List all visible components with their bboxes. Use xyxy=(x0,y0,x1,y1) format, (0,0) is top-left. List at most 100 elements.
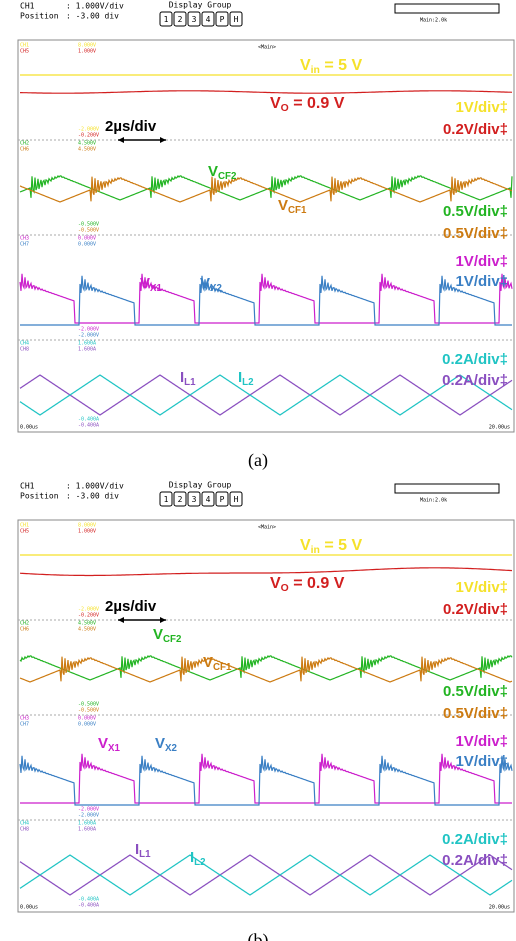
channel-bottom: -0.500V xyxy=(78,708,99,714)
vo-label-sub: O xyxy=(281,583,289,594)
channel-tag: CH7 xyxy=(20,722,29,728)
display-group: Display Group xyxy=(169,1,232,10)
vertical-scale: 0.2A/div‡ xyxy=(442,351,508,368)
channel-top: 4.500V xyxy=(78,627,96,633)
vcf1-label-base: V xyxy=(278,197,288,214)
vcf2-label-sub: CF2 xyxy=(163,634,182,645)
figure: CH1 : 1.000V/div Position : -3.00 div Displa… xyxy=(0,0,516,941)
vo-label-tail: = 0.9 V xyxy=(289,575,345,592)
group-button-label: 1 xyxy=(164,495,169,504)
time-end: 20.00us xyxy=(489,905,510,911)
vertical-scale: 0.2A/div‡ xyxy=(442,372,508,389)
timebase: 2µs/div xyxy=(105,118,157,135)
vin-label-tail: = 5 V xyxy=(320,57,363,74)
vx1-label-sub: X1 xyxy=(150,283,163,294)
vx1-label-base: V xyxy=(98,735,108,752)
vin-label-tail: = 5 V xyxy=(320,537,363,554)
zoom: Main:2.0k xyxy=(420,498,447,504)
channel-bottom: -0.200V xyxy=(78,133,99,139)
group-button-label: 3 xyxy=(192,15,197,24)
vcf2-label-sub: CF2 xyxy=(218,171,237,182)
vertical-scale: 0.2A/div‡ xyxy=(442,852,508,869)
caption: (b) xyxy=(248,930,269,941)
channel-bottom: -0.200V xyxy=(78,613,99,619)
vin-label-base: V xyxy=(300,537,311,554)
vcf2-label-base: V xyxy=(153,626,163,643)
position: Position xyxy=(20,12,59,21)
main: <Main> xyxy=(258,45,276,51)
vin-label-sub: in xyxy=(311,65,320,76)
channel: CH1 xyxy=(20,482,35,491)
vcf1-label-sub: CF1 xyxy=(288,205,307,216)
zoom-box xyxy=(395,4,499,13)
group-button-label: 4 xyxy=(206,15,211,24)
zoom-box xyxy=(395,484,499,493)
vertical-scale: 0.5V/div‡ xyxy=(443,683,508,700)
vin-label: Vin = 5 V xyxy=(300,57,362,76)
vertical-scale: 0.2A/div‡ xyxy=(442,831,508,848)
time-start: 0.00us xyxy=(20,905,38,911)
group-button-label: 2 xyxy=(178,495,183,504)
channel-top: 1.000V xyxy=(78,49,96,55)
il1-label-sub: L1 xyxy=(184,377,196,388)
group-button-label: P xyxy=(220,15,225,24)
caption: (a) xyxy=(248,450,268,471)
vin-label-base: V xyxy=(300,57,311,74)
scale: : 1.000V/div xyxy=(66,2,124,11)
channel-tag: CH6 xyxy=(20,147,29,153)
vcf2-label-base: V xyxy=(208,163,218,180)
time-end: 20.00us xyxy=(489,425,510,431)
vertical-scale: 1V/div‡ xyxy=(455,753,508,770)
vertical-scale: 1V/div‡ xyxy=(455,253,508,270)
channel-tag: CH6 xyxy=(20,627,29,633)
vo-label-sub: O xyxy=(281,103,289,114)
group-button-label: 3 xyxy=(192,495,197,504)
channel-tag: CH7 xyxy=(20,242,29,248)
zoom: Main:2.0k xyxy=(420,18,447,24)
vx2-label-base: V xyxy=(200,275,210,292)
vertical-scale: 1V/div‡ xyxy=(455,579,508,596)
vx1-label-sub: X1 xyxy=(108,743,121,754)
vertical-scale: 1V/div‡ xyxy=(455,99,508,116)
channel-top: 0.000V xyxy=(78,722,96,728)
channel-top: 0.000V xyxy=(78,242,96,248)
vin-label: Vin = 5 V xyxy=(300,537,362,556)
group-button-label: H xyxy=(234,15,239,24)
vertical-scale: 0.5V/div‡ xyxy=(443,225,508,242)
channel-top: 4.500V xyxy=(78,147,96,153)
channel: CH1 xyxy=(20,2,35,11)
vx2-label-sub: X2 xyxy=(165,743,178,754)
vo-label-tail: = 0.9 V xyxy=(289,95,345,112)
vo-label-base: V xyxy=(270,95,281,112)
channel-tag: CH8 xyxy=(20,827,29,833)
scale: : 1.000V/div xyxy=(66,482,124,491)
channel-tag: CH8 xyxy=(20,347,29,353)
vertical-scale: 0.5V/div‡ xyxy=(443,203,508,220)
channel-bottom: -2.000V xyxy=(78,813,99,819)
group-button-label: 4 xyxy=(206,495,211,504)
group-button-label: P xyxy=(220,495,225,504)
vertical-scale: 1V/div‡ xyxy=(455,733,508,750)
vx2-label-base: V xyxy=(155,735,165,752)
group-button-label: 2 xyxy=(178,15,183,24)
il2-label-sub: L2 xyxy=(242,377,254,388)
vertical-scale: 1V/div‡ xyxy=(455,273,508,290)
vo-label-base: V xyxy=(270,575,281,592)
vcf1-label-sub: CF1 xyxy=(213,662,232,673)
channel-top: 1.000V xyxy=(78,529,96,535)
channel-bottom: -0.400A xyxy=(78,903,99,909)
vin-label-sub: in xyxy=(311,545,320,556)
channel-bottom: -2.000V xyxy=(78,333,99,339)
group-button-label: H xyxy=(234,495,239,504)
offset: : -3.00 div xyxy=(66,492,119,501)
offset: : -3.00 div xyxy=(66,12,119,21)
time-start: 0.00us xyxy=(20,425,38,431)
group-button-label: 1 xyxy=(164,15,169,24)
display-group: Display Group xyxy=(169,481,232,490)
timebase: 2µs/div xyxy=(105,598,157,615)
vx1-label-base: V xyxy=(140,275,150,292)
channel-top: 1.600A xyxy=(78,827,96,833)
vertical-scale: 0.2V/div‡ xyxy=(443,121,508,138)
channel-tag: CH5 xyxy=(20,49,29,55)
il1-label-sub: L1 xyxy=(139,849,151,860)
